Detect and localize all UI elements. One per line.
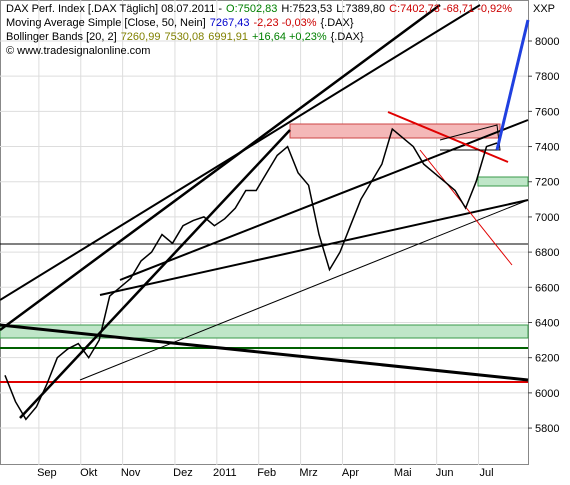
trendline [0, 3, 441, 332]
header-item: 7260,99 [121, 31, 161, 43]
x-tick-label: Nov [121, 467, 141, 479]
header-item: {.DAX} [321, 17, 354, 29]
y-tick-label: 8000 [535, 36, 559, 48]
trendline [79, 199, 529, 381]
trendline [119, 119, 529, 281]
y-tick-label: 7400 [535, 142, 559, 154]
projection-arrow [495, 19, 530, 151]
header-item: Bollinger Bands [20, 2] [6, 31, 117, 43]
x-tick-label: Feb [257, 467, 276, 479]
header-item: O:7502,83 [226, 3, 277, 15]
x-tick-label: Jul [480, 467, 494, 479]
header-item: L:7389,80 [336, 3, 385, 15]
y-tick-label: 7000 [535, 212, 559, 224]
header-item: 7530,08 [164, 31, 204, 43]
x-tick-label: Mrz [299, 467, 317, 479]
header-item: Moving Average Simple [Close, 50, Nein] [6, 17, 206, 29]
y-tick-label: 7200 [535, 177, 559, 189]
trendline [99, 199, 529, 296]
x-tick-label: Jun [436, 467, 454, 479]
y-tick-label: 6400 [535, 317, 559, 329]
header-item: +16,64 +0,23% [252, 31, 327, 43]
trendline [387, 111, 509, 163]
corner-label: XXP [533, 3, 555, 15]
plot-frame [0, 0, 529, 465]
header-item: C:7402,73 -68,71 -0,92% [389, 3, 512, 15]
y-tick-label: 5800 [535, 423, 559, 435]
y-tick-label: 6000 [535, 388, 559, 400]
header-item: {.DAX} [331, 31, 364, 43]
header-item: 7267,43 [210, 17, 250, 29]
y-tick-label: 6800 [535, 247, 559, 259]
support-zone [0, 324, 529, 339]
header-line: Bollinger Bands [20, 2] 7260,99 7530,08 699… [6, 31, 364, 43]
header-item: 6991,91 [208, 31, 248, 43]
y-tick-label: 7600 [535, 106, 559, 118]
x-tick-label: 2011 [213, 467, 237, 479]
y-tick-label: 6600 [535, 282, 559, 294]
header-item: H:7523,53 [281, 3, 332, 15]
y-tick-label: 6200 [535, 353, 559, 365]
x-tick-label: Mai [394, 467, 412, 479]
header-line: Moving Average Simple [Close, 50, Nein] 7… [6, 17, 354, 29]
header-line: © www.tradesignalonline.com [6, 45, 150, 57]
x-tick-label: Apr [342, 467, 359, 479]
header-item: © www.tradesignalonline.com [6, 45, 150, 57]
header-line: DAX Perf. Index [.DAX Täglich] 08.07.201… [6, 3, 512, 15]
header-item: -2,23 -0,03% [254, 17, 317, 29]
header-item: DAX Perf. Index [.DAX Täglich] 08.07.201… [6, 3, 222, 15]
header: DAX Perf. Index [.DAX Täglich] 08.07.201… [6, 3, 555, 57]
support-zone [477, 176, 529, 187]
trendline [19, 129, 291, 419]
x-tick-label: Okt [80, 467, 97, 479]
x-tick-label: Sep [37, 467, 57, 479]
price-line [4, 127, 498, 421]
x-tick-label: Dez [173, 467, 193, 479]
y-tick-label: 7800 [535, 71, 559, 83]
trendline [0, 323, 529, 382]
